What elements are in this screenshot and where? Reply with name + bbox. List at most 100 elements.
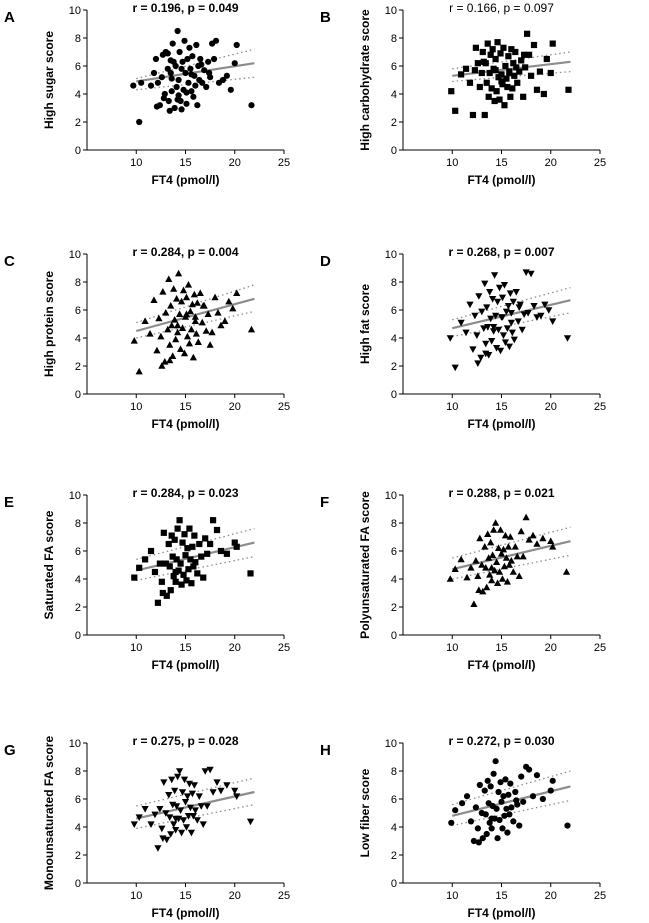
x-tick-label: 10	[130, 401, 142, 413]
data-point	[213, 526, 221, 534]
data-point	[451, 565, 459, 572]
data-point	[164, 325, 172, 333]
data-point	[481, 280, 489, 288]
data-point	[516, 68, 523, 75]
data-point	[476, 781, 483, 789]
data-point	[135, 367, 143, 375]
y-tick-label: 2	[75, 117, 81, 129]
regression-line	[451, 540, 571, 571]
x-tick-label: 25	[594, 642, 606, 654]
data-point	[171, 104, 178, 112]
data-point	[130, 337, 138, 344]
data-point	[462, 329, 470, 337]
data-point	[511, 543, 519, 550]
data-point	[547, 69, 554, 77]
chart-title: r = 0.166, p = 0.097	[449, 1, 554, 15]
data-point	[547, 787, 554, 794]
data-point	[503, 578, 512, 585]
data-point	[525, 766, 533, 773]
data-point	[152, 55, 160, 63]
data-point	[504, 829, 511, 836]
panel-letter: C	[4, 253, 15, 270]
data-point	[487, 783, 494, 790]
data-point	[154, 845, 162, 852]
data-point	[502, 554, 511, 561]
data-point	[508, 46, 515, 53]
data-point	[199, 302, 207, 309]
data-point	[171, 787, 179, 795]
data-point	[168, 776, 176, 784]
data-point	[204, 310, 212, 317]
data-point	[212, 37, 220, 44]
x-tick-label: 20	[545, 642, 557, 654]
data-point	[204, 550, 211, 557]
y-axis-label: High fat score	[358, 284, 372, 364]
data-point	[482, 350, 490, 358]
data-point	[509, 568, 517, 575]
data-point	[182, 552, 189, 559]
y-tick-label: 4	[75, 822, 81, 834]
data-point	[189, 353, 197, 361]
data-point	[493, 298, 502, 306]
data-point	[521, 51, 528, 58]
y-tick-label: 0	[391, 878, 397, 890]
data-point	[194, 570, 201, 577]
data-point	[458, 71, 465, 78]
data-point	[457, 319, 465, 327]
data-point	[470, 600, 478, 607]
data-point	[158, 362, 166, 369]
data-point	[190, 290, 198, 298]
data-point	[457, 555, 465, 563]
chart-title: r = 0.196, p = 0.049	[132, 1, 238, 15]
data-point	[233, 543, 240, 550]
y-axis-label: High sugar score	[42, 31, 56, 129]
data-point	[130, 82, 137, 89]
x-axis-label: FT4 (pmol/l)	[152, 906, 220, 920]
data-point	[501, 812, 508, 819]
data-point	[491, 312, 500, 320]
data-point	[159, 835, 167, 842]
ci-lower-line	[452, 554, 571, 580]
data-point	[193, 41, 200, 49]
data-point	[209, 789, 217, 796]
data-point	[207, 540, 214, 548]
y-tick-label: 10	[385, 249, 397, 261]
chart-title: r = 0.275, p = 0.028	[132, 734, 238, 748]
x-axis-label: FT4 (pmol/l)	[152, 173, 220, 187]
data-point	[167, 57, 174, 64]
data-point	[483, 583, 491, 591]
data-point	[549, 318, 557, 325]
x-tick-label: 15	[179, 157, 191, 169]
data-point	[168, 321, 176, 329]
y-tick-label: 4	[75, 333, 81, 345]
data-point	[525, 536, 533, 543]
x-axis-label: FT4 (pmol/l)	[468, 417, 536, 431]
data-point	[484, 40, 491, 47]
data-point	[490, 770, 497, 777]
data-point	[195, 793, 203, 800]
data-point	[213, 779, 221, 786]
data-point	[488, 338, 496, 345]
data-point	[481, 111, 488, 119]
y-tick-label: 8	[391, 277, 397, 289]
data-point	[191, 532, 198, 539]
data-point	[463, 573, 471, 581]
data-point	[466, 301, 474, 309]
data-point	[506, 290, 514, 297]
data-point	[505, 53, 512, 60]
data-point	[483, 79, 490, 86]
y-axis-label: High protein score	[42, 271, 56, 377]
data-point	[199, 79, 206, 86]
data-point	[520, 93, 527, 100]
data-point	[157, 332, 165, 340]
y-tick-label: 6	[391, 794, 397, 806]
data-point	[153, 103, 161, 110]
x-tick-label: 10	[130, 890, 142, 902]
data-point	[472, 804, 479, 811]
y-tick-label: 2	[75, 361, 81, 373]
data-point	[186, 44, 193, 51]
y-tick-label: 0	[75, 145, 81, 157]
data-point	[169, 352, 177, 359]
data-point	[141, 317, 149, 324]
data-point	[166, 356, 174, 364]
